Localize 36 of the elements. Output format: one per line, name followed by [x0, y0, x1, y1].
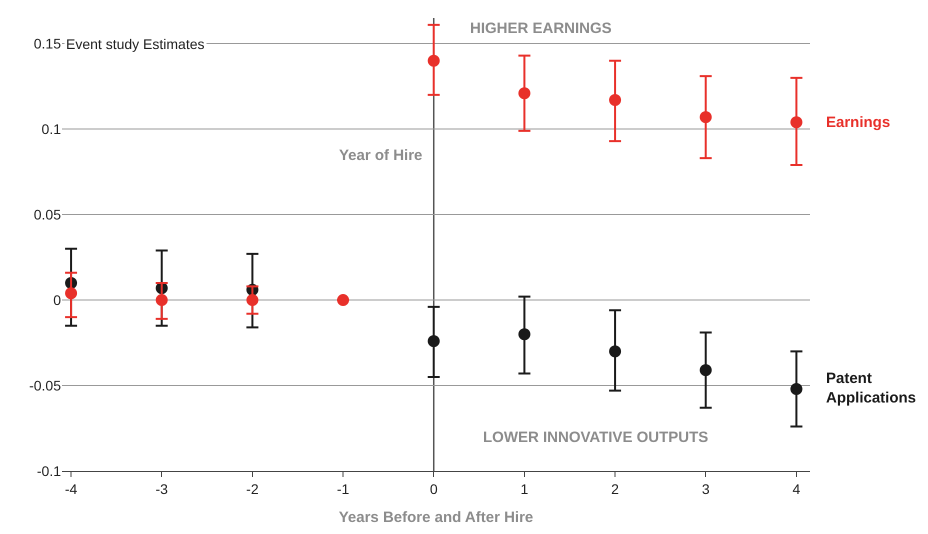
point [428, 335, 440, 348]
x-tick-label: -4 [64, 480, 78, 497]
point [246, 294, 258, 306]
point [790, 382, 802, 395]
y-tick-label: 0 [53, 292, 62, 308]
point [337, 294, 350, 306]
annotation: LOWER INNOVATIVE OUTPUTS [483, 429, 708, 446]
point [609, 345, 622, 358]
point [700, 111, 712, 124]
point [700, 364, 712, 376]
point [609, 94, 622, 106]
x-tick-label: 4 [792, 480, 800, 497]
x-axis-title: Years Before and After Hire [338, 508, 534, 526]
point [518, 87, 530, 100]
y-tick-label: 0.1 [42, 121, 62, 138]
y-axis-title: Event study Estimates [66, 36, 205, 52]
x-tick-label: -1 [336, 480, 350, 497]
x-tick-label: 1 [520, 480, 528, 497]
x-tick-label: -3 [156, 480, 168, 497]
x-tick-label: 0 [430, 480, 438, 497]
series-label: Earnings [826, 114, 890, 131]
y-tick-label: 0.05 [34, 206, 62, 222]
annotation: HIGHER EARNINGS [470, 20, 612, 37]
y-tick-label: -0.1 [36, 462, 62, 479]
point [65, 287, 78, 300]
point [518, 328, 530, 340]
x-tick-label: 2 [611, 480, 620, 497]
x-tick-label: 3 [702, 480, 710, 497]
y-tick-label: 0.15 [34, 36, 62, 52]
point [790, 116, 802, 128]
x-tick-label: -2 [246, 480, 259, 497]
series-label: Patent Applications [826, 370, 916, 406]
point [428, 54, 440, 67]
ref-line-label: Year of Hire [339, 147, 422, 164]
point [156, 294, 168, 306]
y-tick-label: -0.05 [29, 377, 62, 394]
